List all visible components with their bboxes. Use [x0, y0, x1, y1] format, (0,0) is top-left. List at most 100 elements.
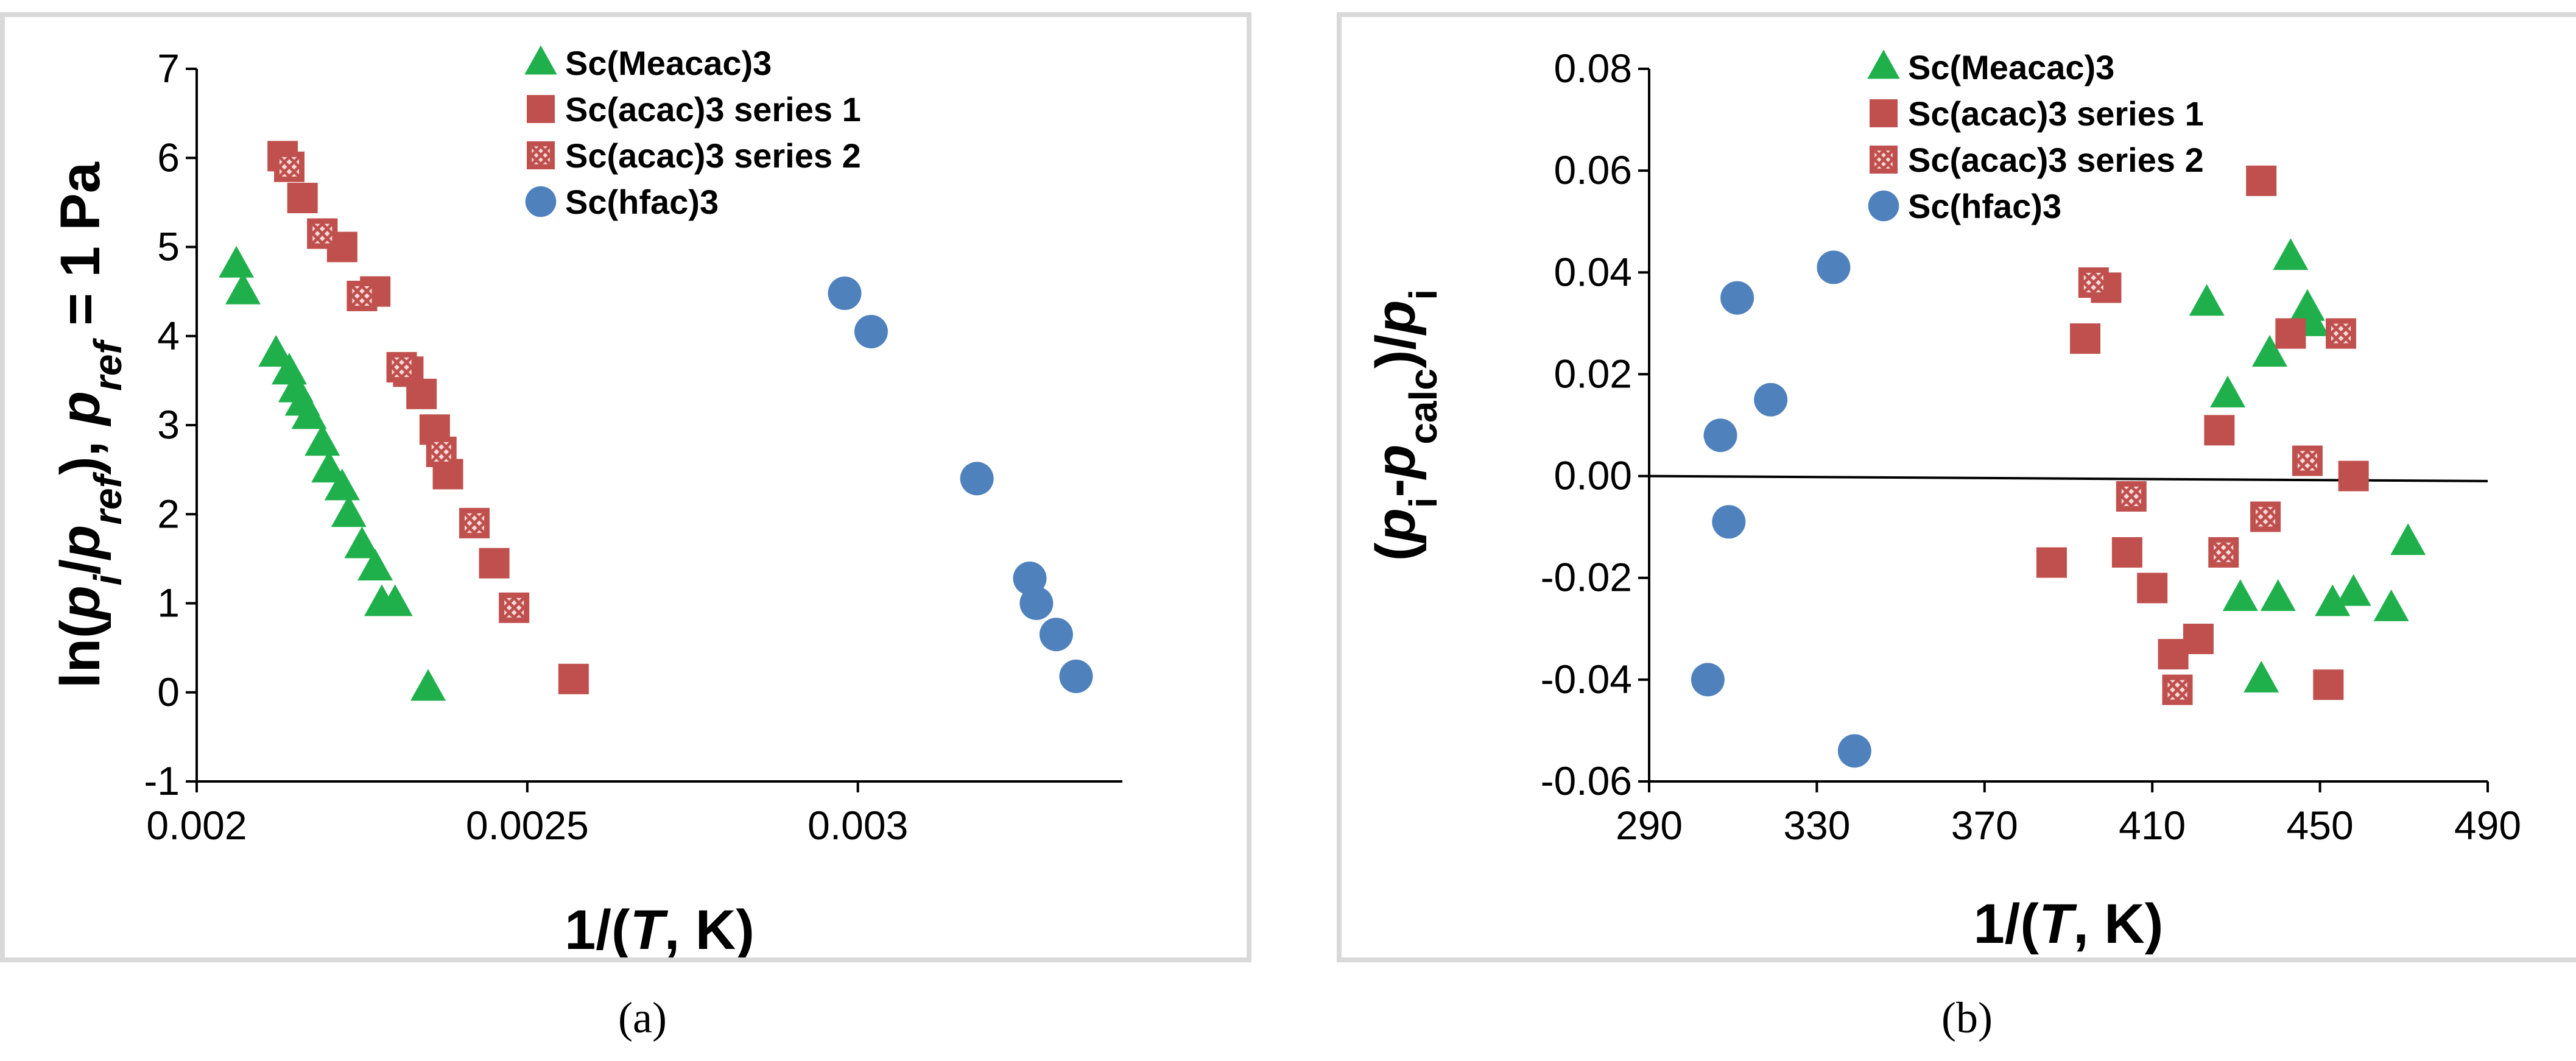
x-tick-label: 370	[1951, 803, 2018, 848]
x-tick-label: 0.003	[808, 803, 908, 848]
y-tick-label: 0	[157, 669, 180, 714]
chart-b-svg: -0.06 -0.04 -0.02 0.00 0.02 0.04 0.06 0.08 290 33…	[1365, 46, 2521, 955]
x-axis-title: 1/(T, K)	[565, 899, 755, 957]
data-point	[287, 183, 318, 214]
data-point	[1720, 281, 1754, 315]
data-point	[2338, 460, 2369, 492]
data-point	[311, 451, 347, 483]
x-tick-label: 0.002	[146, 803, 247, 848]
legend-marker	[1870, 99, 1898, 127]
caption-a: (a)	[618, 993, 667, 1042]
data-point	[307, 218, 338, 249]
data-point	[258, 335, 294, 367]
y-tick-label: 0.06	[1554, 147, 1632, 192]
legend-label: Sc(hfac)3	[1908, 187, 2061, 225]
y-tick-label: 0.04	[1554, 249, 1632, 294]
data-point	[960, 462, 994, 496]
legend-marker	[525, 186, 557, 217]
legend-label: Sc(acac)3 series 2	[565, 136, 861, 175]
data-point	[2315, 584, 2351, 616]
chart-panel-a: -1 0 1 2 3 4 5 6 7 0.002 0.0025 0.003 Sc(Meacac)3 Sc(…	[0, 12, 1251, 962]
data-point	[2313, 669, 2344, 700]
y-tick-label: 4	[157, 313, 180, 358]
data-point	[2111, 537, 2142, 568]
data-point	[344, 526, 380, 559]
y-axis-title: ln(pi/pref), pref = 1 Pa	[49, 161, 130, 688]
data-point	[558, 663, 589, 694]
legend-label: Sc(Meacac)3	[1908, 48, 2114, 86]
data-point	[291, 397, 327, 429]
y-tick-label: 7	[157, 46, 180, 91]
series-sc-acac-3-series-1	[2036, 165, 2369, 700]
data-point	[2210, 375, 2246, 407]
data-point	[1703, 418, 1737, 453]
y-tick-label: -0.04	[1541, 657, 1632, 702]
series-sc-acac-3-series-2	[274, 151, 530, 623]
y-tick-label: 0.08	[1554, 46, 1632, 91]
data-point	[2390, 523, 2426, 555]
data-point	[1817, 250, 1851, 284]
y-tick-label: 5	[157, 224, 180, 269]
y-tick-label: 0.00	[1554, 453, 1632, 498]
y-tick-label: 6	[157, 135, 180, 180]
legend-label: Sc(acac)3 series 1	[565, 90, 861, 129]
x-tick-label: 450	[2287, 803, 2354, 848]
data-point	[2116, 481, 2147, 512]
data-point	[347, 280, 378, 311]
data-point	[2292, 445, 2323, 476]
data-point	[426, 436, 457, 467]
legend-label: Sc(hfac)3	[565, 183, 719, 221]
data-point	[1019, 587, 1054, 620]
data-point	[2246, 165, 2277, 196]
data-point	[2260, 579, 2296, 612]
data-point	[2208, 537, 2239, 568]
x-axis-title: 1/(T, K)	[1974, 893, 2164, 955]
data-point	[331, 495, 367, 527]
caption-b: (b)	[1941, 993, 1993, 1042]
data-point	[2204, 415, 2235, 446]
data-point	[1691, 663, 1725, 697]
data-point	[410, 669, 446, 701]
data-point	[386, 351, 417, 382]
legend-marker	[527, 95, 555, 123]
data-point	[828, 277, 862, 311]
series-sc-acac-3-series-2	[2078, 267, 2357, 705]
data-point	[1837, 734, 1871, 768]
y-axis-title: (pi-pcalc)/pi	[1365, 289, 1445, 561]
data-point	[2183, 624, 2214, 654]
data-point	[1039, 618, 1073, 652]
data-point	[2222, 579, 2258, 612]
data-point	[2275, 318, 2306, 349]
data-point	[2326, 318, 2357, 349]
data-point	[324, 468, 360, 501]
x-tick-label: 490	[2454, 803, 2521, 848]
data-point	[2251, 335, 2287, 367]
y-tick-label: 0.02	[1554, 351, 1632, 396]
series-sc-meacac-3	[2189, 238, 2426, 693]
legend-marker	[1868, 190, 1899, 222]
data-point	[1059, 659, 1093, 693]
series-sc-meacac-3	[219, 245, 446, 701]
y-tick-label: 1	[157, 580, 180, 626]
data-point	[1754, 382, 1788, 417]
data-point	[854, 314, 888, 348]
legend-marker	[1867, 49, 1900, 79]
y-tick-label: 2	[157, 491, 180, 536]
series-sc-hfac-3	[828, 277, 1093, 693]
legend-marker	[524, 45, 557, 75]
data-point	[1712, 505, 1746, 539]
data-point	[2036, 547, 2067, 578]
data-point	[377, 584, 413, 616]
data-point	[2243, 660, 2279, 693]
data-point	[2162, 674, 2193, 705]
data-point	[479, 548, 510, 579]
data-point	[357, 549, 393, 580]
x-tick-label: 290	[1616, 803, 1683, 848]
data-point	[2070, 323, 2101, 354]
data-point	[2189, 284, 2225, 316]
data-point	[274, 151, 304, 182]
legend-label: Sc(acac)3 series 2	[1908, 141, 2204, 179]
chart-a-svg: -1 0 1 2 3 4 5 6 7 0.002 0.0025 0.003 Sc(Meacac)3 Sc(…	[49, 44, 1122, 957]
data-point	[2250, 501, 2281, 532]
legend-label: Sc(Meacac)3	[565, 44, 772, 82]
